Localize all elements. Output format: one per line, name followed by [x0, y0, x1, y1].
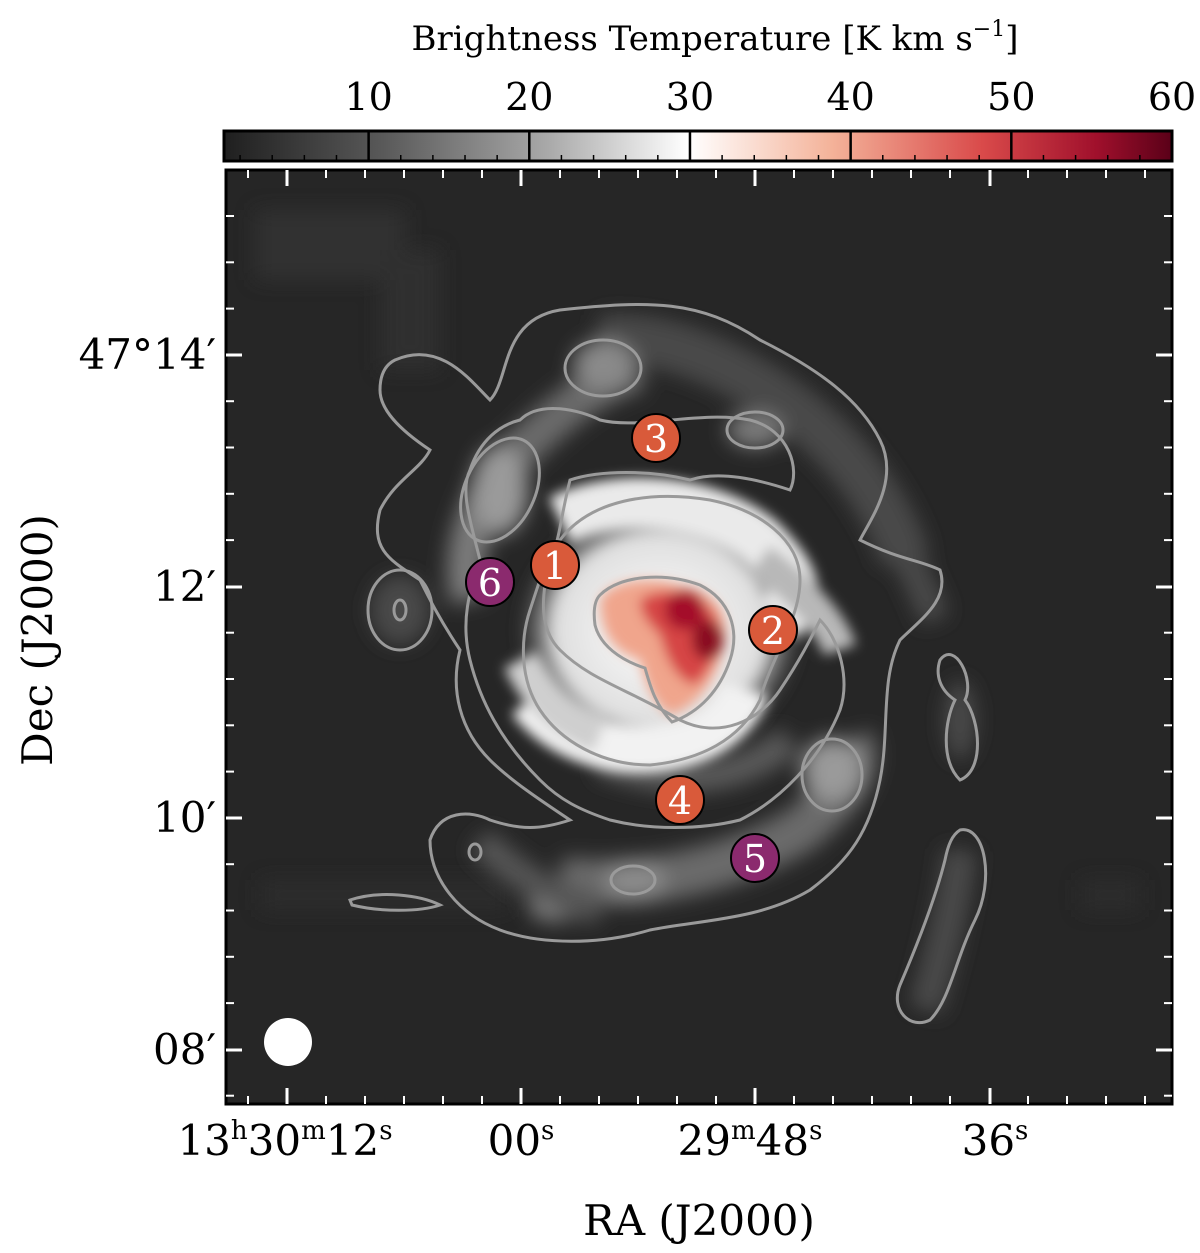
y-axis-label: Dec (J2000) [13, 514, 62, 766]
y-tick-labels: 47°14′ 12′ 10′ 08′ [79, 330, 216, 1074]
x-tick-label: 36s [962, 1116, 1029, 1165]
y-tick-label: 12′ [153, 562, 216, 611]
y-tick-label: 08′ [153, 1025, 216, 1074]
colorbar-tick-label: 40 [826, 75, 874, 119]
region-label: 5 [743, 837, 767, 881]
region-marker-5: 5 [730, 833, 780, 883]
contour-island-g [609, 864, 657, 896]
contours [348, 302, 988, 1024]
colorbar-tick-label: 60 [1148, 75, 1196, 119]
contour-mid [464, 406, 846, 829]
colorbar-tick-labels: 10 20 30 40 50 60 [344, 75, 1196, 119]
region-label: 4 [668, 779, 692, 823]
contour-core [592, 575, 736, 724]
region-circle [655, 775, 705, 825]
x-tick-label: 29m48s [678, 1116, 823, 1165]
region-label: 1 [543, 544, 567, 588]
contour-island-c [459, 436, 541, 544]
region-circle [530, 540, 580, 590]
contour-island-d [366, 568, 434, 652]
y-tick-label: 47°14′ [79, 330, 216, 379]
region-marker-6: 6 [465, 557, 515, 607]
contour-island-k [895, 828, 988, 1024]
region-markers: 1 2 3 4 5 6 [465, 413, 798, 883]
colorbar-tick-label: 50 [987, 75, 1035, 119]
colorbar-label: Brightness Temperature [K km s−1] [412, 17, 1019, 59]
contour-island-j [936, 653, 979, 782]
contour-island-b [725, 410, 785, 450]
beam-marker [264, 1018, 312, 1066]
y-tick-label: 10′ [153, 793, 216, 842]
region-marker-4: 4 [655, 775, 705, 825]
x-tick-label: 00s [488, 1116, 555, 1165]
x-tick-label: 13h30m12s [177, 1116, 392, 1165]
region-marker-1: 1 [530, 540, 580, 590]
region-label: 3 [644, 417, 668, 461]
x-tick-labels: 13h30m12s 00s 29m48s 36s [177, 1116, 1028, 1165]
contour-island-e [392, 598, 408, 622]
outer-arm-emission [370, 313, 977, 1015]
region-marker-2: 2 [748, 605, 798, 655]
region-circle [631, 413, 681, 463]
contour-island-h [800, 737, 864, 813]
x-axis-label: RA (J2000) [583, 1196, 815, 1245]
colorbar: Brightness Temperature [K km s−1] 10 20 30… [222, 17, 1196, 163]
region-label: 2 [761, 609, 785, 653]
diffuse-emission [255, 210, 1140, 910]
contour-island-i [348, 893, 444, 912]
colorbar-tick-label: 20 [505, 75, 553, 119]
central-core-emission [600, 580, 726, 715]
plot-area: 1 2 3 4 5 6 [224, 168, 1174, 1106]
region-marker-3: 3 [631, 413, 681, 463]
contour-island-f [467, 842, 483, 862]
colorbar-tick-label: 30 [666, 75, 714, 119]
colorbar-ticks [239, 131, 1174, 161]
colorbar-tick-label: 10 [344, 75, 392, 119]
contour-island-a [563, 338, 643, 398]
axis-ticks [226, 170, 1172, 1104]
colorbar-gradient [222, 129, 1174, 163]
contour-inner [522, 494, 802, 767]
region-circle [730, 833, 780, 883]
region-circle [748, 605, 798, 655]
region-label: 6 [478, 561, 502, 605]
plot-frame [224, 168, 1174, 1106]
region-circle [465, 557, 515, 607]
